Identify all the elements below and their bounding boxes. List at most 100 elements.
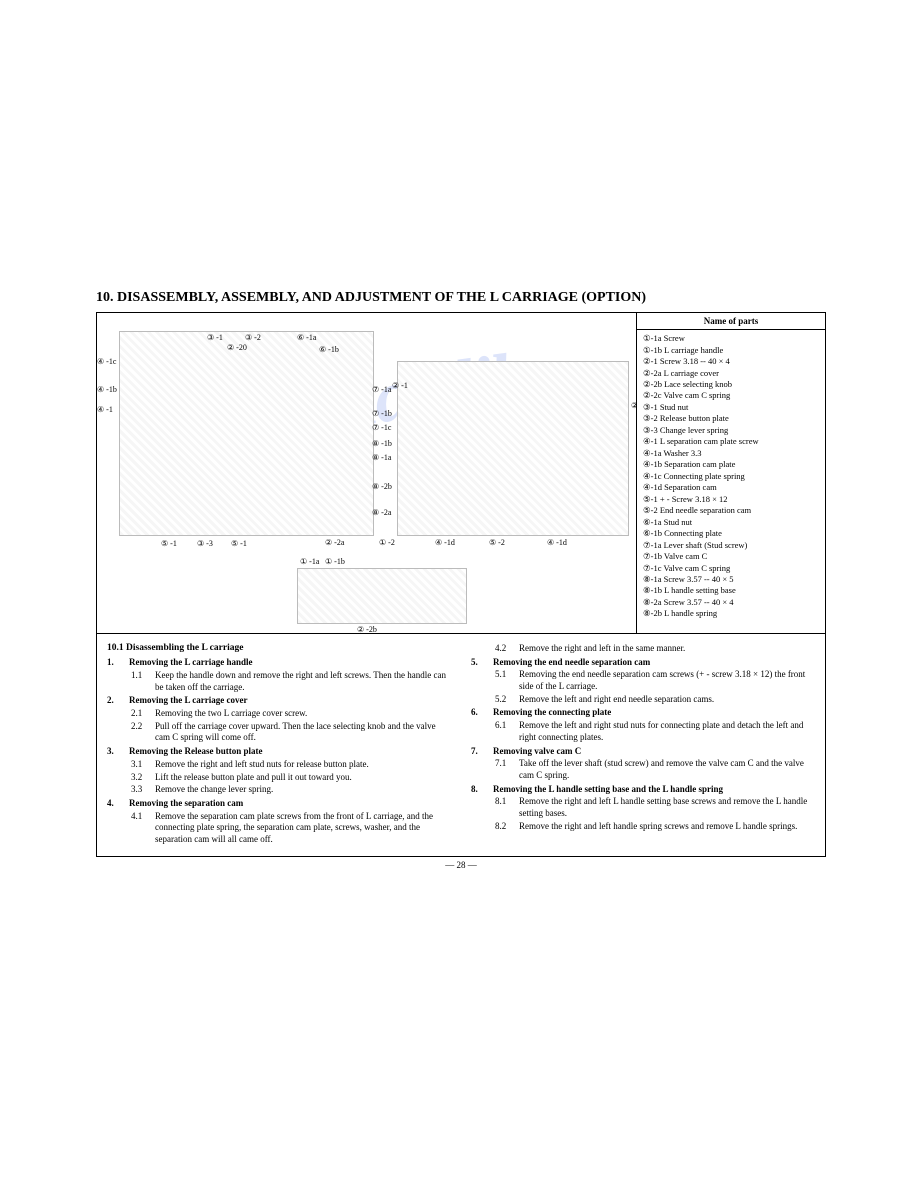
substep-number: 3.1 — [129, 759, 155, 771]
step-number: 3. — [107, 746, 129, 796]
callout-label: ② -1 — [392, 381, 408, 390]
substep: 5.1Removing the end needle separation ca… — [493, 669, 815, 692]
callout-label: ⑥ -1b — [319, 345, 339, 354]
substep-text: Take off the lever shaft (stud screw) an… — [519, 758, 815, 781]
parts-item: ③-3 Change lever spring — [643, 425, 821, 436]
callout-label: ⑧ -1b — [372, 439, 392, 448]
step-body: Removing the end needle separation cam5.… — [493, 657, 815, 706]
callout-label: ③ -2 — [245, 333, 261, 342]
parts-header: Name of parts — [637, 313, 825, 330]
step-heading: Removing the Release button plate — [129, 746, 451, 758]
substep: 4.1Remove the separation cam plate screw… — [129, 811, 451, 846]
callout-label: ④ -1d — [547, 538, 567, 547]
step: 6.Removing the connecting plate6.1Remove… — [471, 707, 815, 743]
callout-label: ③ -1 — [207, 333, 223, 342]
top-row: manualslib ③ -1 ③ -2 ② -20 ⑥ -1a ⑥ -1b ④… — [97, 313, 825, 634]
parts-item: ⑦-1c Valve cam C spring — [643, 563, 821, 574]
substep: 3.2Lift the release button plate and pul… — [129, 772, 451, 784]
substep-number: 7.1 — [493, 758, 519, 781]
substep-text: Pull off the carriage cover upward. Then… — [155, 721, 451, 744]
parts-list: ①-1a Screw①-1b L carriage handle②-1 Scre… — [637, 330, 825, 623]
step-number: 7. — [471, 746, 493, 782]
parts-item: ⑥-1b Connecting plate — [643, 528, 821, 539]
parts-item: ⑤-1 + - Screw 3.18 × 12 — [643, 494, 821, 505]
parts-item: ⑥-1a Stud nut — [643, 517, 821, 528]
callout-label: ④ -1c — [97, 357, 116, 366]
substep-text: Removing the end needle separation cam s… — [519, 669, 815, 692]
substep: 2.2Pull off the carriage cover upward. T… — [129, 721, 451, 744]
substep: 8.2Remove the right and left handle spri… — [493, 821, 815, 833]
substep-number: 3.2 — [129, 772, 155, 784]
step-number: 1. — [107, 657, 129, 693]
callout-label: ⑧ -1a — [372, 453, 391, 462]
step-number: 8. — [471, 784, 493, 833]
step-body: Removing the separation cam4.1Remove the… — [129, 798, 451, 846]
callout-label: ⑦ -1b — [372, 409, 392, 418]
substep-text: Remove the left and right stud nuts for … — [519, 720, 815, 743]
step-heading: Removing the connecting plate — [493, 707, 815, 719]
callout-label: ⑤ -1 — [231, 539, 247, 548]
parts-item: ④-1b Separation cam plate — [643, 459, 821, 470]
parts-item: ②-1 Screw 3.18 -- 40 × 4 — [643, 356, 821, 367]
callout-label: ⑤ -1 — [161, 539, 177, 548]
substep-text: Remove the right and left L handle setti… — [519, 796, 815, 819]
step-number: 2. — [107, 695, 129, 744]
callout-label: ③ -3 — [197, 539, 213, 548]
parts-item: ③-2 Release button plate — [643, 413, 821, 424]
parts-item: ③-1 Stud nut — [643, 402, 821, 413]
substep-number: 6.1 — [493, 720, 519, 743]
substep-text: Removing the two L carriage cover screw. — [155, 708, 451, 720]
substep: 2.1Removing the two L carriage cover scr… — [129, 708, 451, 720]
step-heading: Removing the L carriage handle — [129, 657, 451, 669]
step-heading: Removing the separation cam — [129, 798, 451, 810]
substep-number: 5.2 — [493, 694, 519, 706]
callout-label: ② -2b — [357, 625, 377, 633]
parts-item: ②-2c Valve cam C spring — [643, 390, 821, 401]
instructions-row: 10.1 Disassembling the L carriage 1.Remo… — [97, 634, 825, 856]
substep-number: 4.1 — [129, 811, 155, 846]
instructions-heading: 10.1 Disassembling the L carriage — [107, 642, 451, 654]
parts-item: ④-1 L separation cam plate screw — [643, 436, 821, 447]
callout-label: ⑦ -1a — [372, 385, 391, 394]
step-number: 5. — [471, 657, 493, 706]
parts-item: ⑧-2b L handle spring — [643, 608, 821, 619]
step: 8.Removing the L handle setting base and… — [471, 784, 815, 833]
section-title: 10. DISASSEMBLY, ASSEMBLY, AND ADJUSTMEN… — [96, 290, 826, 306]
callout-label: ④ -1b — [97, 385, 117, 394]
callout-label: ① -1a — [300, 557, 319, 566]
substep: 3.1Remove the right and left stud nuts f… — [129, 759, 451, 771]
callout-label: ⑥ -1a — [297, 333, 316, 342]
substep-text: Remove the left and right end needle sep… — [519, 694, 815, 706]
step: 7.Removing valve cam C7.1Take off the le… — [471, 746, 815, 782]
callout-label: ⑤ -2 — [489, 538, 505, 547]
step-heading: Removing the L carriage cover — [129, 695, 451, 707]
substep-number: 4.2 — [493, 643, 519, 655]
substep: 8.1Remove the right and left L handle se… — [493, 796, 815, 819]
diagram-right — [397, 361, 629, 536]
substep-text: Keep the handle down and remove the righ… — [155, 670, 451, 693]
diagram-left — [119, 331, 374, 536]
callout-label: ② -2a — [325, 538, 344, 547]
substep-text: Remove the right and left stud nuts for … — [155, 759, 451, 771]
page-number: — 28 — — [96, 860, 826, 870]
step-body: Removing the L carriage cover2.1Removing… — [129, 695, 451, 744]
parts-item: ①-1b L carriage handle — [643, 345, 821, 356]
substep: 6.1Remove the left and right stud nuts f… — [493, 720, 815, 743]
parts-item: ②-2b Lace selecting knob — [643, 379, 821, 390]
callout-label: ④ -1d — [435, 538, 455, 547]
parts-column: Name of parts ①-1a Screw①-1b L carriage … — [637, 313, 825, 633]
parts-item: ④-1d Separation cam — [643, 482, 821, 493]
parts-item: ⑧-1b L handle setting base — [643, 585, 821, 596]
substep: 3.3Remove the change lever spring. — [129, 784, 451, 796]
callout-label: ① -1b — [325, 557, 345, 566]
parts-item: ④-1a Washer 3.3 — [643, 448, 821, 459]
substep: 7.1Take off the lever shaft (stud screw)… — [493, 758, 815, 781]
instructions-left: 10.1 Disassembling the L carriage 1.Remo… — [97, 634, 461, 856]
substep-number: 5.1 — [493, 669, 519, 692]
step-body: Removing valve cam C7.1Take off the leve… — [493, 746, 815, 782]
callout-label: ⑧ -2a — [372, 508, 391, 517]
parts-item: ④-1c Connecting plate spring — [643, 471, 821, 482]
step: 1.Removing the L carriage handle1.1Keep … — [107, 657, 451, 693]
step: 3.Removing the Release button plate3.1Re… — [107, 746, 451, 796]
substep: 1.1Keep the handle down and remove the r… — [129, 670, 451, 693]
